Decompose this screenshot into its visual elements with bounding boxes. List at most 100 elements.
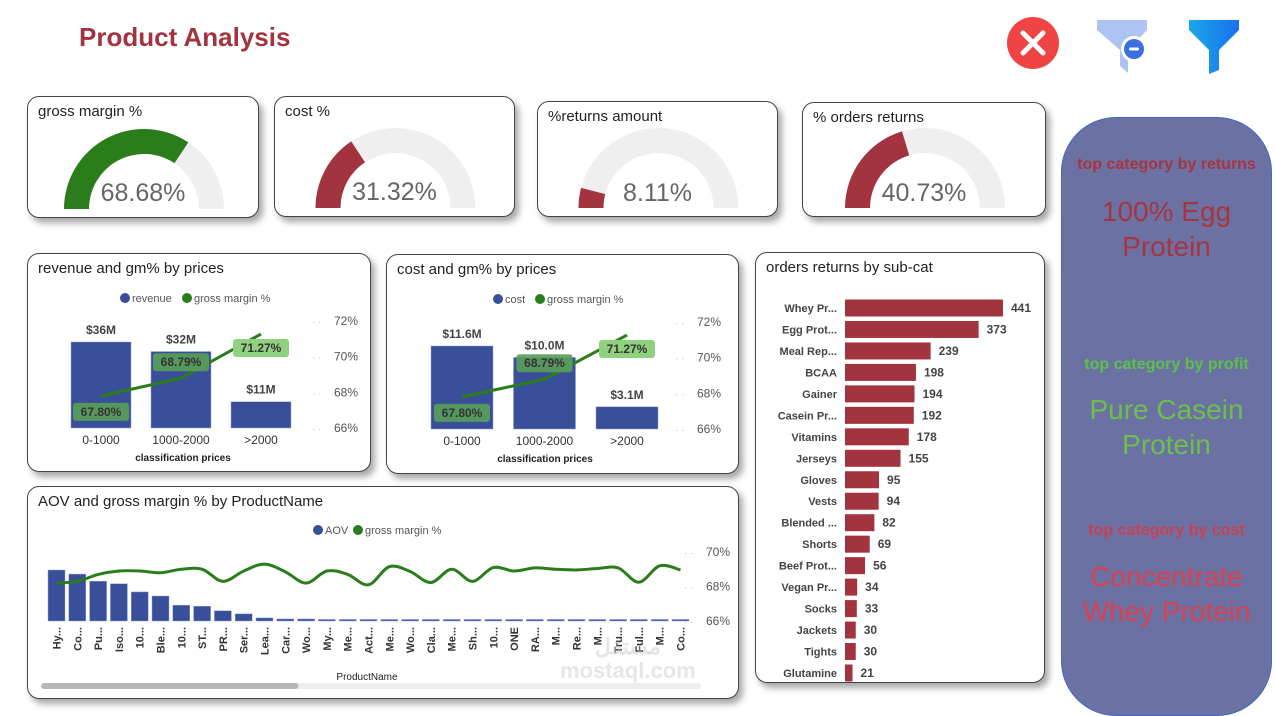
gridline-dots: · · — [312, 317, 321, 328]
x-tick-label: Cla... — [426, 627, 438, 653]
bar[interactable] — [359, 619, 378, 622]
bar[interactable] — [151, 595, 170, 622]
bar[interactable] — [234, 613, 253, 622]
bar-data-label: 178 — [917, 430, 937, 444]
bar[interactable] — [422, 619, 440, 622]
bar[interactable] — [338, 619, 357, 622]
bar[interactable] — [110, 583, 128, 622]
bar[interactable] — [609, 619, 627, 622]
bar[interactable] — [230, 401, 292, 429]
bar[interactable] — [845, 535, 870, 553]
x-tick-label: 0-1000 — [443, 434, 481, 448]
x-tick-label: PR... — [218, 627, 230, 651]
bar[interactable] — [68, 573, 87, 622]
gauge-card-gross-margin: gross margin % 68.68% — [27, 96, 259, 218]
bar[interactable] — [255, 617, 274, 622]
bar-data-label: $32M — [166, 333, 196, 347]
legend-marker — [313, 525, 323, 535]
bar[interactable] — [89, 580, 107, 622]
bar[interactable] — [484, 619, 503, 622]
bar[interactable] — [845, 578, 858, 596]
x-tick-label: ONE — [509, 627, 521, 651]
bar-data-label: 198 — [924, 365, 944, 379]
legend-label: gross margin % — [194, 293, 271, 305]
clear-filter-icon[interactable] — [1094, 18, 1150, 76]
watermark-logo: مستقل mostaql.com — [560, 635, 696, 683]
gauge-title: cost % — [285, 103, 331, 120]
page-title: Product Analysis — [79, 22, 291, 52]
bar[interactable] — [845, 342, 931, 360]
y-tick-label: Vegan Pr... — [781, 582, 837, 594]
bar[interactable] — [463, 619, 482, 622]
filter-icon[interactable] — [1187, 18, 1241, 74]
bar[interactable] — [318, 619, 336, 622]
bar[interactable] — [845, 664, 853, 682]
bar[interactable] — [546, 619, 565, 622]
x-tick-label: Act... — [364, 627, 376, 654]
bar[interactable] — [172, 604, 191, 622]
bar[interactable] — [845, 600, 857, 618]
x-tick-label: Pu... — [93, 627, 105, 650]
bar[interactable] — [671, 619, 690, 622]
bar[interactable] — [845, 557, 866, 575]
bar[interactable] — [845, 492, 879, 510]
top-returns-value: 100% Egg Protein — [1101, 196, 1232, 262]
x-tick-label: 1000-2000 — [516, 434, 574, 448]
orders-returns-chart-card: orders returns by sub-cat Whey Pr... 441 E… — [755, 252, 1045, 683]
bar[interactable] — [650, 619, 669, 622]
line-data-label: 71.27% — [233, 339, 289, 358]
y-tick-label: Tights — [804, 647, 837, 659]
bar[interactable] — [193, 605, 211, 622]
bar[interactable] — [845, 643, 856, 661]
bar[interactable] — [595, 406, 659, 430]
line-label-text: 67.80% — [81, 405, 122, 419]
bar-data-label: 155 — [909, 451, 929, 465]
bar[interactable] — [588, 619, 607, 622]
x-tick-label: Sh... — [468, 627, 480, 650]
bar[interactable] — [845, 428, 909, 446]
bar-data-label: 56 — [873, 559, 887, 573]
x-axis-title: classification prices — [497, 454, 593, 465]
x-tick-label: Lea... — [260, 627, 272, 655]
clear-close-icon[interactable] — [1006, 16, 1060, 70]
bar[interactable] — [442, 619, 461, 622]
y2-tick-label: 66% — [706, 614, 730, 628]
bar[interactable] — [845, 299, 1003, 317]
bar[interactable] — [845, 514, 875, 532]
x-tick-label: 1000-2000 — [152, 433, 210, 447]
gm-line[interactable] — [56, 562, 681, 587]
bar[interactable] — [526, 619, 544, 622]
bar[interactable] — [47, 569, 66, 622]
bar[interactable] — [214, 610, 232, 622]
bar[interactable] — [567, 619, 586, 622]
line-data-label: 68.79% — [516, 354, 573, 373]
y2-tick-label: 72% — [697, 315, 721, 329]
top-returns-label: top category by returns — [1077, 156, 1256, 173]
gauge-title: %returns amount — [548, 108, 663, 125]
bar[interactable] — [845, 621, 856, 639]
bar[interactable] — [380, 619, 399, 622]
bar-data-label: 192 — [922, 408, 942, 422]
legend: revenue gross margin % — [120, 293, 271, 305]
bar[interactable] — [505, 619, 523, 622]
scrollbar-thumb[interactable] — [41, 683, 299, 689]
bar[interactable] — [401, 619, 419, 622]
bar[interactable] — [845, 449, 901, 467]
y2-tick-label: 72% — [334, 314, 358, 328]
bar[interactable] — [845, 363, 916, 381]
bar[interactable] — [297, 618, 315, 622]
line-data-label: 71.27% — [599, 340, 655, 359]
gauge-fill — [578, 187, 606, 208]
x-tick-label: 10... — [135, 627, 147, 648]
bar[interactable] — [276, 618, 295, 622]
gauge-card-cost: cost % 31.32% — [274, 96, 515, 217]
bar[interactable] — [845, 471, 880, 489]
gridline-dots: · · — [684, 548, 693, 559]
bar[interactable] — [130, 591, 149, 622]
y-tick-label: Gloves — [800, 475, 837, 487]
x-tick-label: Me... — [343, 627, 355, 651]
bar[interactable] — [845, 385, 915, 403]
bar[interactable] — [845, 320, 979, 338]
bar[interactable] — [630, 619, 648, 622]
bar[interactable] — [845, 406, 914, 424]
